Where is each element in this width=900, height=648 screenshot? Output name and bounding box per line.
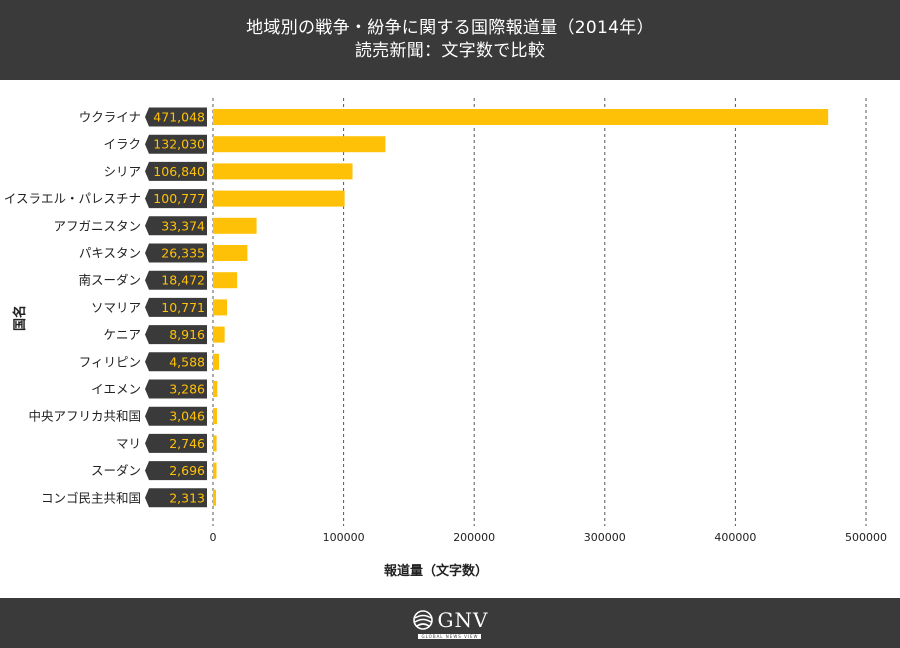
chart-subtitle: 読売新聞：文字数で比較 [354, 41, 546, 61]
value-label-box [145, 270, 207, 290]
value-label: 18,472 [161, 273, 205, 288]
value-label-box [145, 325, 207, 345]
chart-header: 地域別の戦争・紛争に関する国際報道量（2014年） 読売新聞：文字数で比較 [0, 0, 900, 80]
category-label: アフガニスタン [53, 218, 141, 233]
bar [213, 136, 386, 153]
x-tick-label: 100000 [323, 531, 365, 544]
value-label-box [145, 488, 207, 508]
value-label-box [145, 433, 207, 453]
category-label: イエメン [91, 382, 141, 397]
bar [213, 272, 238, 289]
value-label: 3,046 [169, 409, 205, 424]
bar [213, 462, 217, 479]
gnv-logo: GNV GLOBAL NEWS VIEW [412, 608, 489, 639]
bar [213, 109, 829, 125]
footer-bar: GNV GLOBAL NEWS VIEW [0, 598, 900, 648]
value-label-box [145, 216, 207, 236]
y-axis-title: 国名 [12, 305, 28, 331]
globe-icon [412, 609, 433, 630]
value-label-box [145, 352, 207, 372]
x-axis-title: 報道量（文字数） [384, 563, 488, 579]
category-label: パキスタン [79, 246, 141, 261]
value-label: 106,840 [153, 164, 205, 179]
x-tick-label: 300000 [584, 531, 626, 544]
bar [213, 353, 219, 370]
value-label-box [145, 379, 207, 399]
value-label: 471,048 [153, 110, 205, 125]
value-label: 100,777 [153, 191, 205, 206]
chart-title: 地域別の戦争・紛争に関する国際報道量（2014年） [246, 18, 654, 38]
bar [213, 381, 218, 397]
category-label: コンゴ民主共和国 [41, 490, 141, 505]
value-label: 3,286 [169, 382, 205, 397]
logo-subtext: GLOBAL NEWS VIEW [418, 633, 482, 639]
value-label-box [145, 189, 207, 209]
category-label: フィリピン [79, 354, 141, 369]
value-label: 2,696 [169, 463, 205, 478]
category-label: イラク [103, 137, 141, 152]
bar [213, 489, 217, 506]
bar [213, 326, 225, 343]
category-label: スーダン [91, 463, 141, 478]
x-tick-label: 0 [210, 531, 217, 544]
logo-text: GNV [437, 607, 489, 632]
category-label: イスラエル・パレスチナ [4, 191, 141, 206]
value-label: 33,374 [161, 218, 205, 233]
value-label-box [145, 461, 207, 481]
value-label-box [145, 134, 207, 154]
category-label: 中央アフリカ共和国 [28, 409, 141, 424]
category-label: ソマリア [91, 300, 141, 315]
category-label: シリア [103, 164, 141, 179]
value-label-box [145, 406, 207, 426]
value-label-box [145, 161, 207, 181]
category-label: ケニア [103, 327, 141, 342]
bar [213, 435, 217, 452]
bar [213, 163, 353, 180]
value-label: 8,916 [169, 327, 205, 342]
value-label-box [145, 243, 207, 263]
x-tick-label: 200000 [453, 531, 495, 544]
bar [213, 245, 248, 261]
bar [213, 217, 257, 234]
value-label: 132,030 [153, 137, 205, 152]
bar [213, 408, 217, 425]
bar [213, 299, 228, 316]
bar [213, 190, 345, 207]
value-label: 2,746 [169, 436, 205, 451]
x-tick-label: 500000 [845, 531, 887, 544]
category-label: 南スーダン [78, 273, 141, 288]
value-label: 2,313 [169, 490, 205, 505]
value-label-box [145, 297, 207, 317]
x-tick-label: 400000 [714, 531, 756, 544]
value-label-box [145, 107, 207, 127]
bar-chart: 0 100000 200000 300000 400000 500000 471,048 ウク… [4, 98, 887, 579]
value-label: 4,588 [169, 354, 205, 369]
value-label: 26,335 [161, 246, 205, 261]
category-label: マリ [116, 436, 141, 451]
category-label: ウクライナ [79, 110, 141, 125]
value-label: 10,771 [161, 300, 205, 315]
